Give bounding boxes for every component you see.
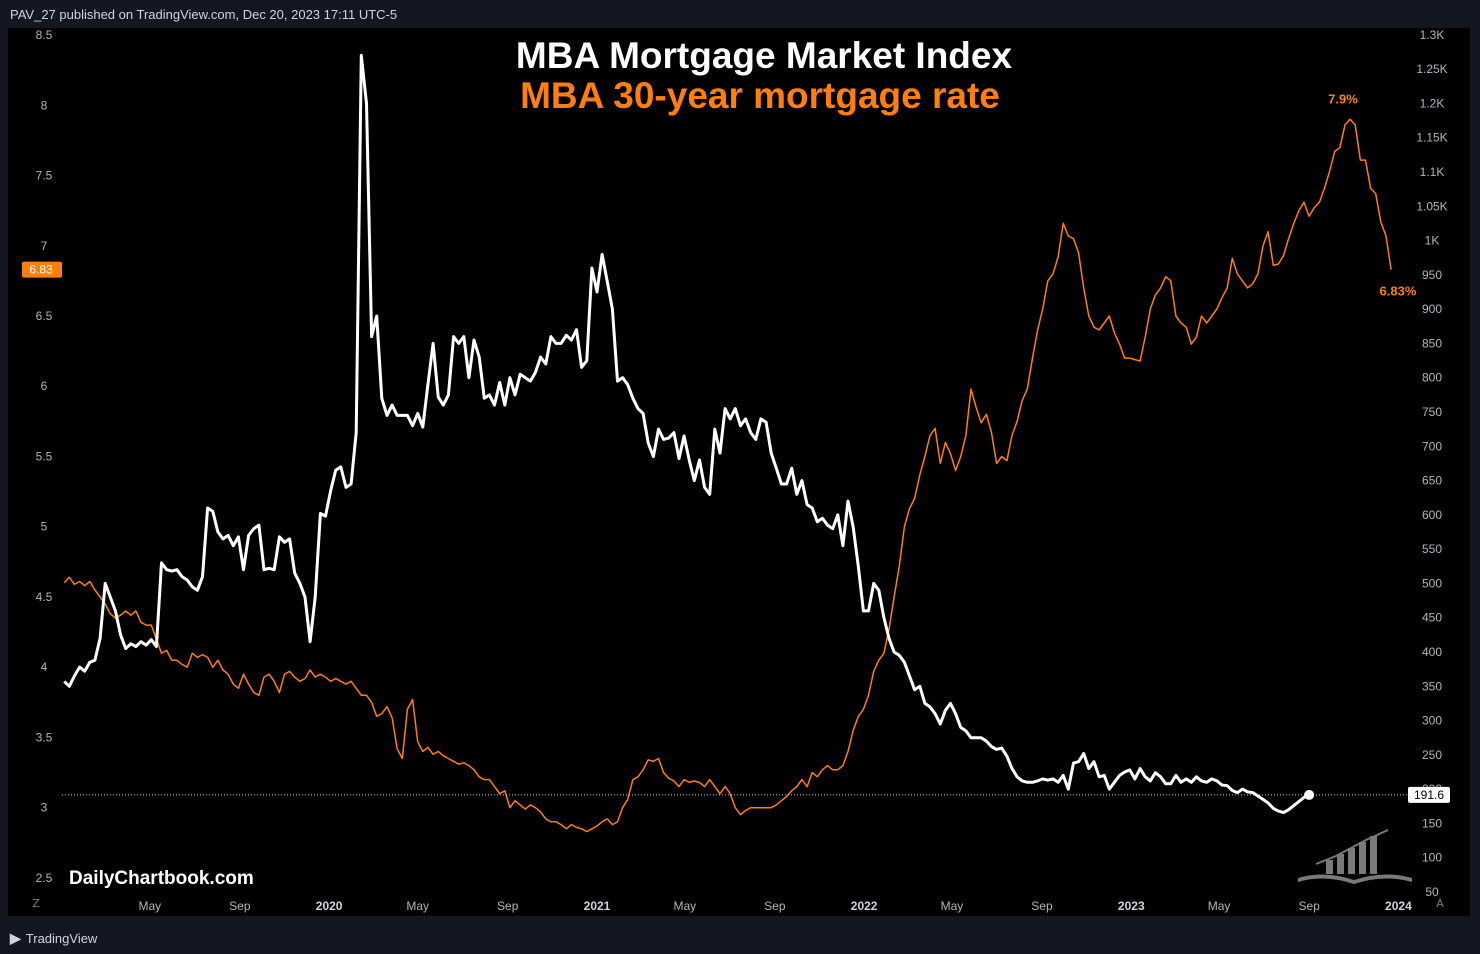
right-tick-label: 100 <box>1422 851 1442 865</box>
right-tick-label: 1.3K <box>1420 28 1445 42</box>
x-axis: May Sep 2020 May Sep 2021 May Sep 2022 May Sep 2023… <box>138 899 1412 913</box>
x-tick-label: Sep <box>497 899 519 913</box>
x-tick-label: 2022 <box>851 899 878 913</box>
right-tick-label: 150 <box>1422 816 1442 830</box>
x-tick-label: May <box>673 899 696 913</box>
x-tick-label: Sep <box>1298 899 1320 913</box>
right-tick-label: 900 <box>1422 302 1442 316</box>
index-series-line <box>63 53 1310 814</box>
index-last-point <box>1304 789 1315 800</box>
rate-current-value-label: 6.83 <box>29 263 53 277</box>
bottom-bar <box>0 918 1480 954</box>
left-tick-label: 7 <box>41 239 48 253</box>
x-tick-label: 2020 <box>316 899 343 913</box>
right-tick-label: 850 <box>1422 336 1442 350</box>
right-tick-label: 1K <box>1425 234 1440 248</box>
chart-title: MBA Mortgage Market Index <box>516 35 1013 76</box>
right-tick-label: 800 <box>1422 371 1442 385</box>
left-tick-label: 5.5 <box>36 449 53 463</box>
x-tick-label: 2023 <box>1118 899 1145 913</box>
x-tick-label: 2024 <box>1385 899 1412 913</box>
right-tick-label: 550 <box>1422 542 1442 556</box>
auto-scale-right-button[interactable]: A <box>1436 897 1444 910</box>
tradingview-brand-label: TradingView <box>25 931 98 946</box>
top-bar: PAV_27 published on TradingView.com, Dec… <box>0 0 1480 28</box>
watermark-text: DailyChartbook.com <box>69 868 254 889</box>
chartbook-logo-icon <box>1298 829 1412 884</box>
rate-series-line <box>63 118 1392 833</box>
right-tick-label: 700 <box>1422 439 1442 453</box>
index-current-value-label: 191.6 <box>1414 788 1444 802</box>
x-tick-label: May <box>1208 899 1231 913</box>
x-tick-label: May <box>138 899 161 913</box>
right-tick-label: 950 <box>1422 268 1442 282</box>
right-tick-label: 450 <box>1422 611 1442 625</box>
right-tick-label: 1.05K <box>1416 199 1447 213</box>
right-tick-label: 400 <box>1422 645 1442 659</box>
right-tick-label: 350 <box>1422 679 1442 693</box>
right-tick-label: 1.25K <box>1416 62 1447 76</box>
left-tick-label: 8.5 <box>36 28 53 42</box>
left-tick-label: 6.5 <box>36 309 53 323</box>
right-tick-label: 1.15K <box>1416 131 1447 145</box>
left-tick-label: 6 <box>41 379 48 393</box>
left-tick-label: 8 <box>41 98 48 112</box>
left-tick-label: 7.5 <box>36 169 53 183</box>
rate-annotation-label: 6.83% <box>1380 284 1417 299</box>
tradingview-logo[interactable]: ▶ TradingView <box>10 930 97 947</box>
left-tick-label: 5 <box>41 520 48 534</box>
right-tick-label: 50 <box>1425 885 1439 899</box>
right-tick-label: 500 <box>1422 576 1442 590</box>
series-layer: 191.6 6.83 <box>22 53 1450 833</box>
x-tick-label: Sep <box>1031 899 1053 913</box>
right-tick-label: 1.1K <box>1420 165 1445 179</box>
chart-panel[interactable] <box>8 28 1470 916</box>
x-tick-label: Sep <box>229 899 251 913</box>
x-tick-label: Sep <box>764 899 786 913</box>
x-tick-label: May <box>941 899 964 913</box>
left-tick-label: 4.5 <box>36 590 53 604</box>
rate-annotation-label: 7.9% <box>1328 91 1358 106</box>
left-tick-label: 2.5 <box>36 871 53 885</box>
right-tick-label: 750 <box>1422 405 1442 419</box>
publish-info: PAV_27 published on TradingView.com, Dec… <box>10 7 398 22</box>
x-tick-label: 2021 <box>584 899 611 913</box>
right-tick-label: 600 <box>1422 508 1442 522</box>
right-axis: 5010015020025030035040045050055060065070… <box>1416 28 1447 899</box>
annotations: 7.9% 6.83% <box>1328 91 1417 298</box>
right-tick-label: 650 <box>1422 474 1442 488</box>
x-tick-label: May <box>406 899 429 913</box>
left-tick-label: 3.5 <box>36 730 53 744</box>
index-current-value-box <box>1408 786 1450 803</box>
right-tick-label: 250 <box>1422 748 1442 762</box>
chart-subtitle: MBA 30-year mortgage rate <box>520 75 1000 116</box>
left-tick-label: 3 <box>41 801 48 815</box>
rate-current-value-box <box>22 261 62 278</box>
left-tick-label: 4 <box>41 660 48 674</box>
auto-scale-left-button[interactable]: Z <box>32 897 40 910</box>
right-tick-label: 300 <box>1422 714 1442 728</box>
right-tick-label: 1.2K <box>1420 96 1445 110</box>
left-axis: 2.5 3 3.5 4 4.5 5 5.5 6 6.5 7 7.5 8 8.5 <box>36 28 53 885</box>
tradingview-logo-icon: ▶ <box>10 930 21 946</box>
